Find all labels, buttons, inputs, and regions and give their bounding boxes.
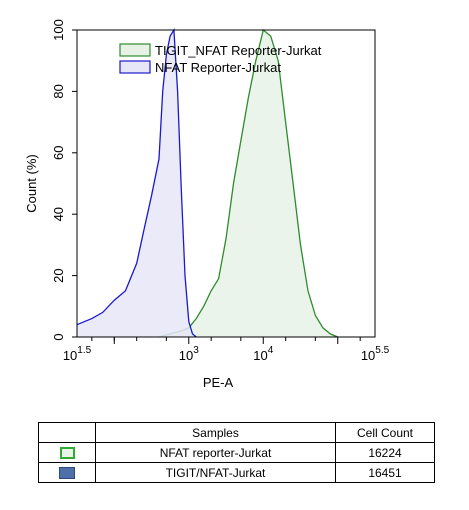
table-cell-sample: TIGIT/NFAT-Jurkat (95, 462, 336, 483)
histogram-chart: 0 20 40 60 80 100 101.5 103 104 105.5 PE-A Count (%… (24, 19, 390, 390)
table-swatch-cell (38, 462, 96, 483)
x-tick-label: 101.5 (63, 345, 92, 363)
y-tick-label: 20 (51, 268, 66, 282)
table-header-swatch (38, 422, 96, 443)
series-line-0 (158, 28, 339, 338)
table-header-samples: Samples (95, 422, 336, 443)
series-line-1 (76, 27, 197, 338)
series-area-1 (77, 30, 197, 337)
y-tick-label: 80 (51, 84, 66, 98)
table-cell-sample: NFAT reporter-Jurkat (95, 442, 336, 463)
blue-swatch-icon (59, 467, 75, 480)
y-tick-label: 60 (51, 146, 66, 160)
series-area-0 (159, 30, 338, 337)
x-axis-label: PE-A (203, 375, 234, 390)
table-cell-count: 16224 (335, 442, 435, 463)
y-tick-label: 0 (51, 333, 66, 340)
legend-label-1: NFAT Reporter-Jurkat (155, 60, 281, 75)
table-header-cell-count: Cell Count (335, 422, 435, 443)
y-tick-label: 100 (51, 19, 66, 41)
table-header-row: Samples Cell Count (38, 422, 435, 443)
y-tick-label: 40 (51, 207, 66, 221)
legend-swatch-0 (119, 43, 151, 57)
table-cell-count: 16451 (335, 462, 435, 483)
x-tick-label: 104 (253, 345, 273, 363)
table-row: TIGIT/NFAT-Jurkat 16451 (38, 462, 435, 483)
x-tick-label: 105.5 (361, 345, 390, 363)
table-row: NFAT reporter-Jurkat 16224 (38, 442, 435, 463)
x-tick-label: 103 (179, 345, 199, 363)
samples-table: Samples Cell Count NFAT reporter-Jurkat … (38, 422, 435, 483)
legend-swatch-1 (119, 60, 151, 74)
green-swatch-icon (59, 447, 75, 460)
table-swatch-cell (38, 442, 96, 463)
legend-label-0: TIGIT_NFAT Reporter-Jurkat (155, 43, 322, 58)
y-axis-label: Count (%) (24, 154, 39, 213)
plot-frame (76, 29, 376, 338)
